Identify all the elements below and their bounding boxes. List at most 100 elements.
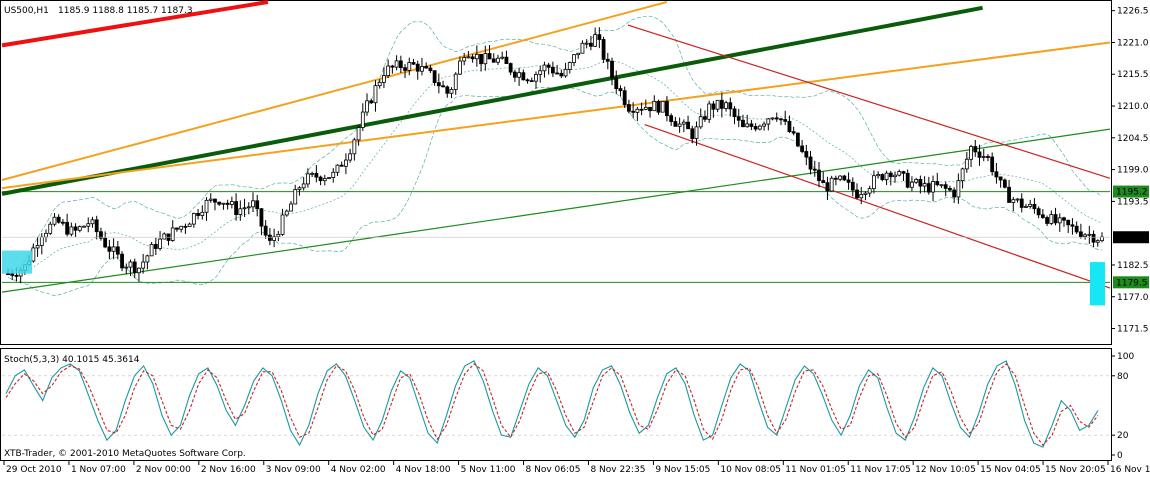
- candle: [593, 27, 598, 48]
- candle: [838, 175, 843, 182]
- candle: [415, 60, 420, 80]
- candle: [749, 119, 754, 130]
- candle: [90, 216, 95, 228]
- candle: [656, 99, 661, 115]
- candle: [56, 214, 61, 224]
- trendline[interactable]: [1, 1, 668, 181]
- candle: [183, 223, 188, 234]
- stochastic-area[interactable]: [0, 348, 1112, 461]
- candle: [943, 181, 948, 197]
- price-tick-label: 1171.5: [1117, 325, 1149, 335]
- candle: [1032, 198, 1037, 214]
- candle: [289, 201, 293, 212]
- candle: [259, 207, 264, 236]
- candle: [1002, 178, 1007, 189]
- price-tick-label: 1182.5: [1117, 261, 1149, 271]
- time-tick-label: 15 Nov 20:05: [1045, 465, 1106, 475]
- candle: [926, 176, 931, 195]
- candle: [65, 213, 70, 237]
- candle: [842, 174, 847, 182]
- candle: [567, 61, 572, 74]
- candle: [534, 71, 538, 89]
- candle: [715, 99, 720, 113]
- candle: [251, 192, 255, 212]
- candle: [724, 100, 728, 112]
- candle: [677, 117, 682, 133]
- candle: [880, 173, 885, 182]
- candle: [711, 101, 716, 118]
- candle: [458, 56, 462, 75]
- candle: [990, 152, 995, 176]
- highlight-box[interactable]: [1090, 262, 1105, 306]
- stochastic-main-line: [5, 360, 1099, 448]
- candle: [1024, 203, 1028, 208]
- candle: [369, 98, 374, 104]
- trendline[interactable]: [1, 0, 269, 48]
- candle: [86, 217, 91, 233]
- candle: [170, 220, 175, 242]
- candle: [208, 193, 213, 203]
- candle: [580, 40, 585, 54]
- candle: [901, 170, 906, 181]
- candle: [149, 241, 154, 257]
- trendline[interactable]: [644, 123, 1111, 289]
- candle: [622, 86, 627, 109]
- candle: [812, 160, 817, 177]
- candle: [728, 97, 733, 117]
- candle: [246, 202, 251, 215]
- candle: [931, 175, 935, 202]
- candle: [52, 213, 57, 227]
- trendline[interactable]: [627, 24, 1111, 179]
- candle: [922, 176, 927, 193]
- candle: [521, 69, 526, 81]
- candle: [694, 121, 699, 146]
- candle: [267, 227, 272, 246]
- trendline[interactable]: [1, 5, 983, 196]
- candle: [897, 169, 902, 177]
- candle: [238, 200, 243, 221]
- candle: [829, 175, 834, 192]
- trendline[interactable]: [1, 128, 1111, 293]
- price-tick-label: 1177.0: [1117, 293, 1149, 303]
- candle: [508, 62, 513, 76]
- candle: [1074, 221, 1079, 234]
- candle: [969, 144, 973, 168]
- candle: [1078, 223, 1083, 239]
- candle: [736, 108, 741, 128]
- candle: [158, 231, 162, 251]
- highlight-box[interactable]: [2, 250, 32, 274]
- candle: [986, 154, 990, 162]
- candle: [179, 225, 184, 233]
- candle: [483, 45, 488, 71]
- candle: [964, 151, 969, 173]
- candle: [175, 227, 179, 232]
- candle: [234, 193, 238, 221]
- candle: [800, 139, 805, 154]
- candle: [1070, 218, 1075, 235]
- time-tick-label: 2 Nov 00:00: [136, 465, 191, 475]
- candle: [141, 253, 146, 274]
- candle: [1095, 239, 1100, 247]
- candle: [660, 100, 665, 113]
- candle: [398, 55, 403, 73]
- candle: [795, 132, 800, 148]
- candle: [310, 171, 315, 178]
- trendline[interactable]: [1, 41, 1111, 190]
- time-tick-label: 11 Nov 17:05: [850, 465, 911, 475]
- time-tick-label: 11 Nov 01:05: [785, 465, 846, 475]
- time-tick-label: 3 Nov 09:00: [266, 465, 321, 475]
- price-chart-area[interactable]: [0, 0, 1112, 345]
- price-tick-label: 1199.0: [1117, 166, 1149, 176]
- candle: [669, 113, 674, 126]
- candle: [956, 173, 961, 204]
- bollinger-upper-band: [7, 15, 1103, 271]
- stochastic-tick-label: 20: [1117, 431, 1129, 441]
- candle: [314, 165, 319, 183]
- current-price-label: 1187.3: [2, 231, 1149, 244]
- candle: [589, 35, 593, 51]
- candle: [846, 172, 851, 190]
- candle: [762, 121, 766, 131]
- candle: [631, 102, 636, 119]
- candle: [1011, 196, 1016, 212]
